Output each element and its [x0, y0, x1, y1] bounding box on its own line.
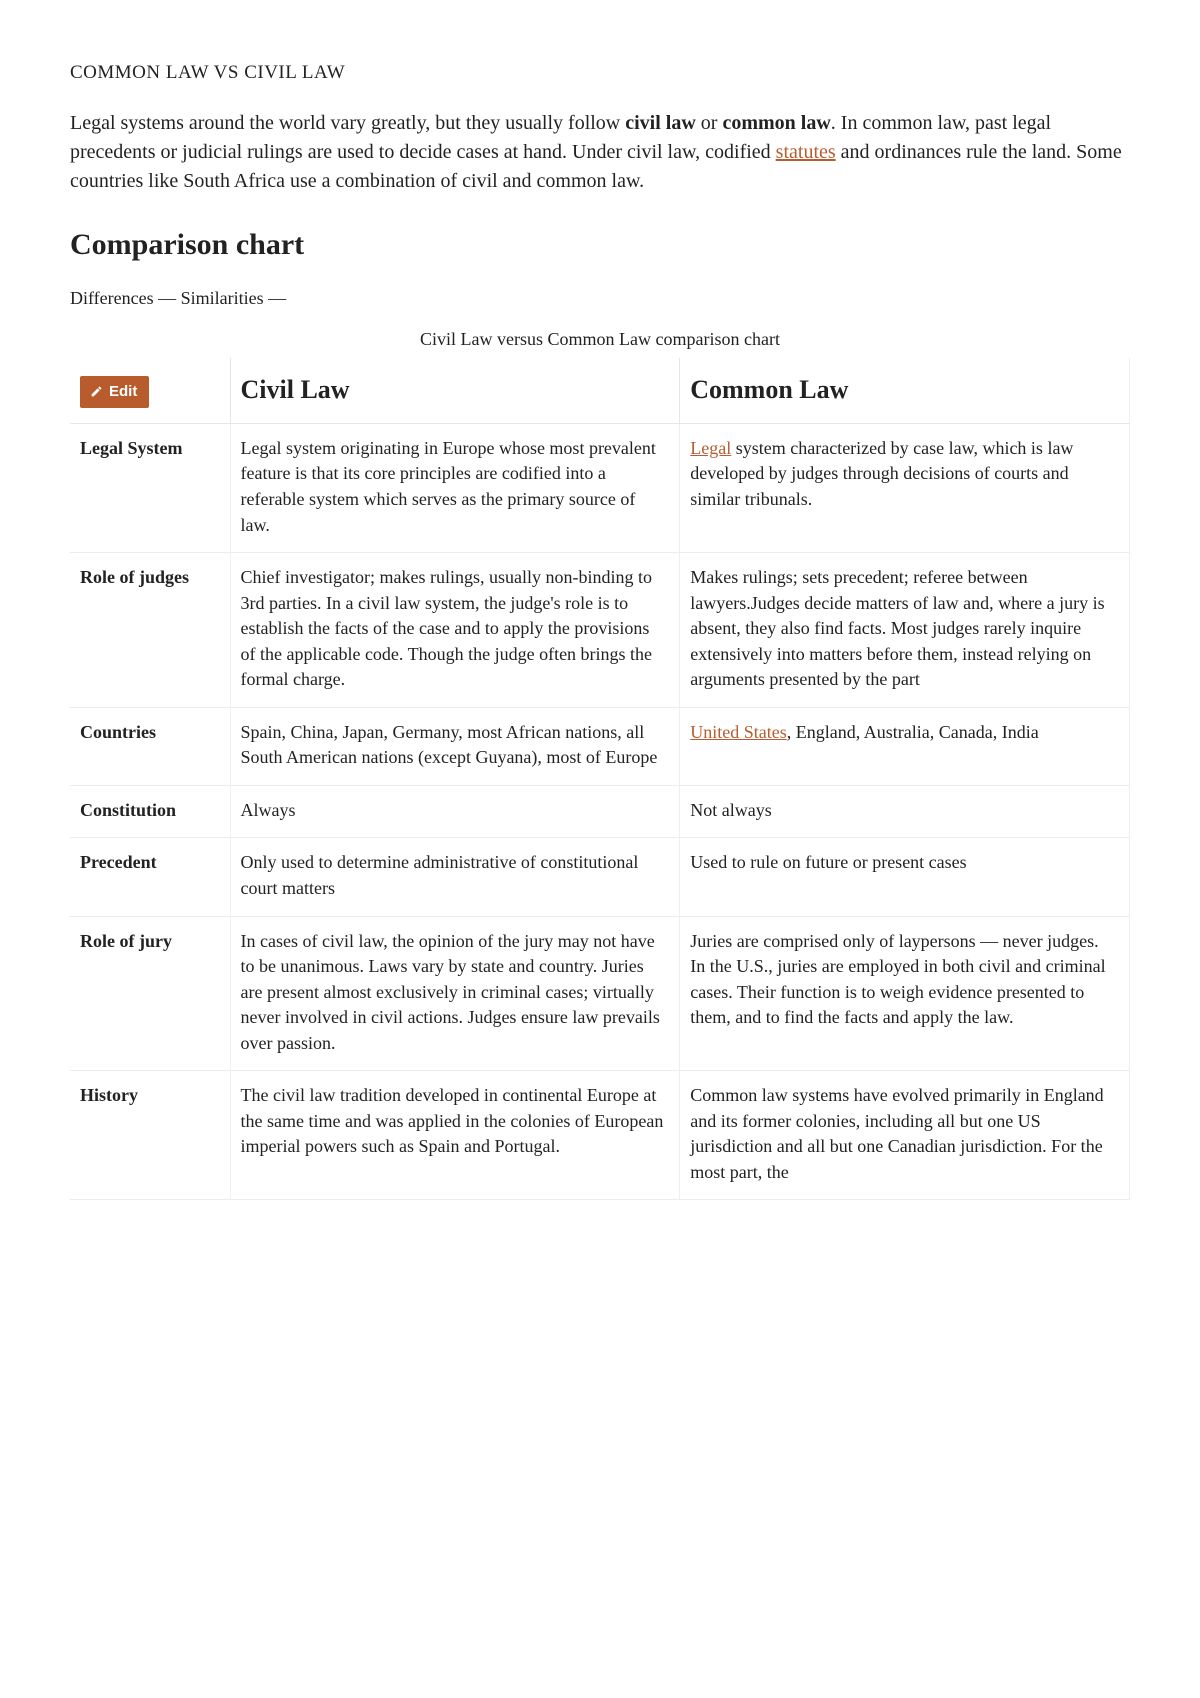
comparison-table: Edit Civil Law Common Law Legal System L…	[70, 358, 1130, 1200]
cell-common: United States, England, Australia, Canad…	[680, 707, 1130, 785]
edit-button-label: Edit	[109, 381, 137, 402]
cell-civil: Legal system originating in Europe whose…	[230, 423, 680, 552]
intro-paragraph: Legal systems around the world vary grea…	[70, 109, 1130, 196]
table-row: Countries Spain, China, Japan, Germany, …	[70, 707, 1130, 785]
edit-header-cell: Edit	[70, 358, 230, 423]
table-row: Role of judges Chief investigator; makes…	[70, 553, 1130, 708]
column-header-common: Common Law	[680, 358, 1130, 423]
cell-common: Legal system characterized by case law, …	[680, 423, 1130, 552]
legal-link[interactable]: Legal	[690, 438, 731, 458]
row-label: Role of judges	[70, 553, 230, 708]
row-label: History	[70, 1071, 230, 1200]
row-label: Role of jury	[70, 916, 230, 1071]
united-states-link[interactable]: United States	[690, 722, 787, 742]
pencil-icon	[90, 385, 103, 398]
cell-civil: Chief investigator; makes rulings, usual…	[230, 553, 680, 708]
comparison-heading: Comparison chart	[70, 224, 1130, 266]
cell-common: Makes rulings; sets precedent; referee b…	[680, 553, 1130, 708]
cell-civil: Always	[230, 785, 680, 838]
edit-button[interactable]: Edit	[80, 376, 149, 408]
cell-civil: Spain, China, Japan, Germany, most Afric…	[230, 707, 680, 785]
column-header-civil: Civil Law	[230, 358, 680, 423]
row-label: Constitution	[70, 785, 230, 838]
table-row: Legal System Legal system originating in…	[70, 423, 1130, 552]
cell-common: Used to rule on future or present cases	[680, 838, 1130, 916]
tab-similarities[interactable]: Similarities —	[181, 288, 287, 308]
cell-civil: Only used to determine administrative of…	[230, 838, 680, 916]
cell-text: system characterized by case law, which …	[690, 438, 1073, 509]
table-row: History The civil law tradition develope…	[70, 1071, 1130, 1200]
cell-civil: In cases of civil law, the opinion of th…	[230, 916, 680, 1071]
cell-civil: The civil law tradition developed in con…	[230, 1071, 680, 1200]
table-row: Role of jury In cases of civil law, the …	[70, 916, 1130, 1071]
table-caption: Civil Law versus Common Law comparison c…	[70, 327, 1130, 352]
intro-bold-common: common law	[722, 112, 830, 134]
cell-common: Not always	[680, 785, 1130, 838]
row-label: Countries	[70, 707, 230, 785]
statutes-link[interactable]: statutes	[776, 141, 836, 163]
table-row: Precedent Only used to determine adminis…	[70, 838, 1130, 916]
tab-differences[interactable]: Differences —	[70, 288, 176, 308]
row-label: Legal System	[70, 423, 230, 552]
page-title: COMMON LAW VS CIVIL LAW	[70, 60, 1130, 87]
intro-bold-civil: civil law	[625, 112, 696, 134]
row-label: Precedent	[70, 838, 230, 916]
intro-text: Legal systems around the world vary grea…	[70, 112, 625, 134]
cell-text: , England, Australia, Canada, India	[787, 722, 1039, 742]
cell-common: Juries are comprised only of laypersons …	[680, 916, 1130, 1071]
cell-common: Common law systems have evolved primaril…	[680, 1071, 1130, 1200]
tabs-row: Differences — Similarities —	[70, 286, 1130, 311]
intro-text: or	[696, 112, 723, 134]
table-row: Constitution Always Not always	[70, 785, 1130, 838]
